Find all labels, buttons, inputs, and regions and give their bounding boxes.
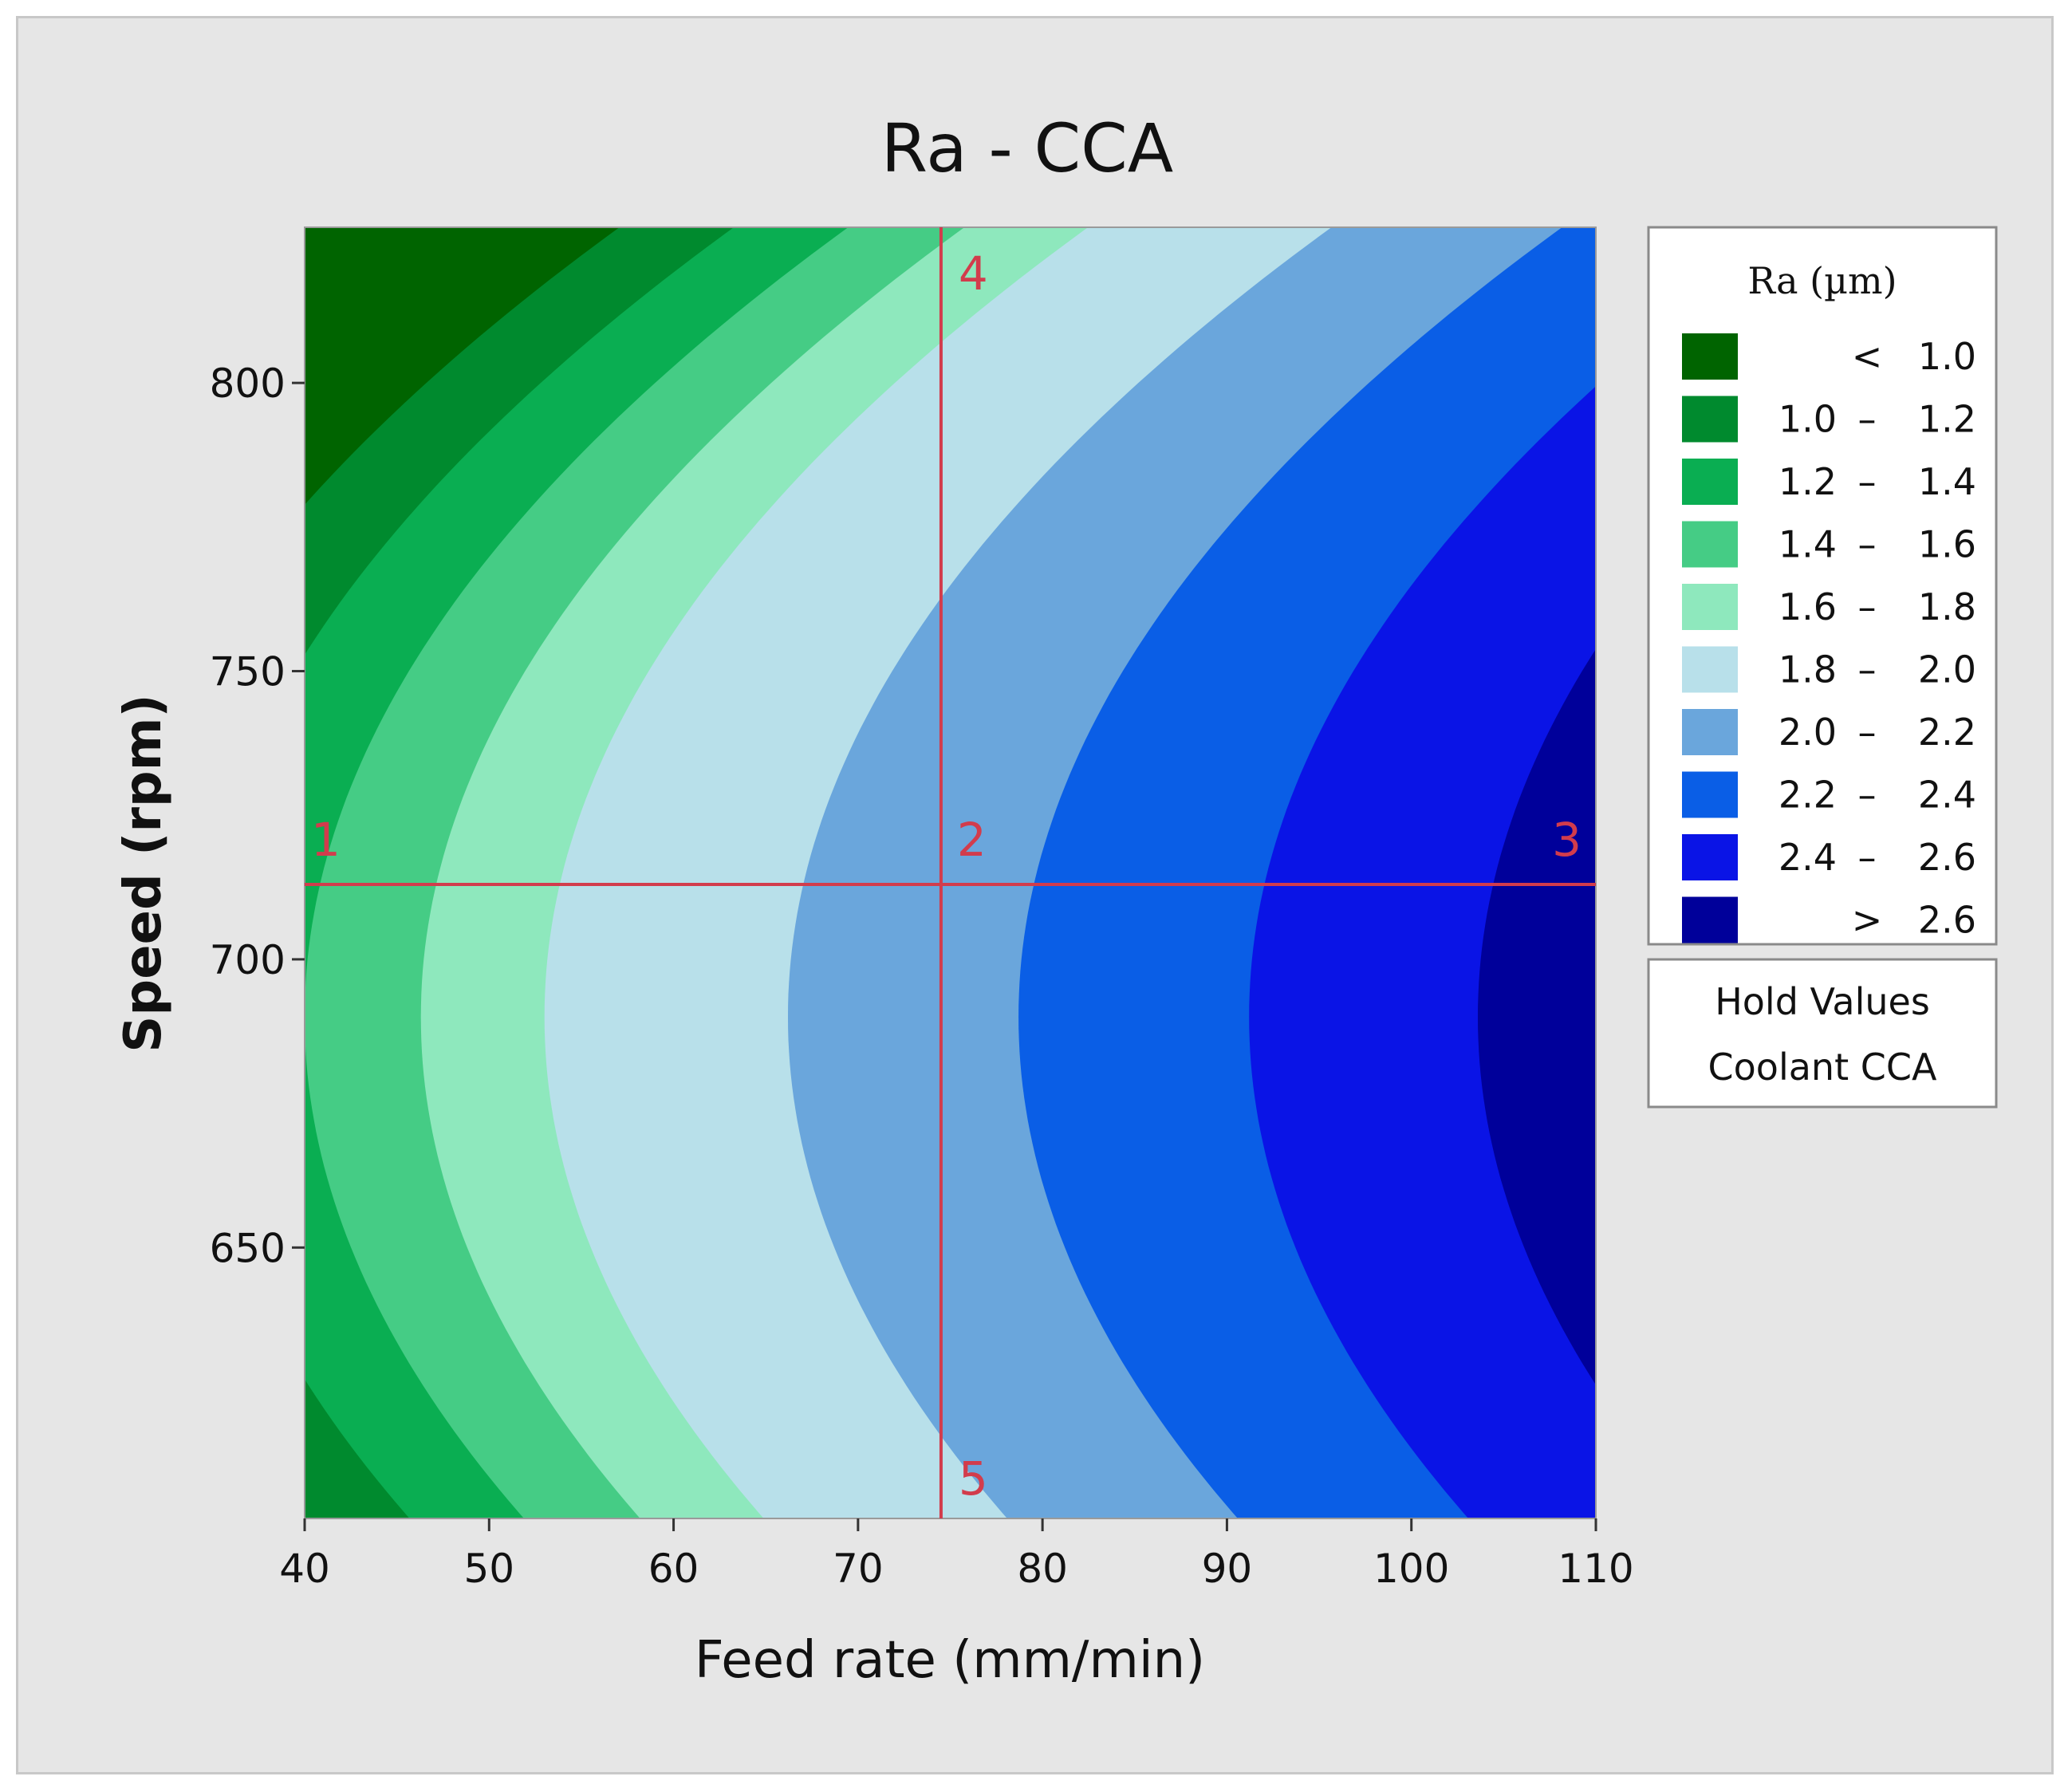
x-tick-label: 100 — [1373, 1546, 1449, 1592]
legend-title: Ra (µm) — [1747, 259, 1897, 302]
reference-point-label: 4 — [959, 246, 988, 301]
legend-operator: – — [1858, 523, 1877, 566]
legend-swatch — [1682, 896, 1738, 943]
legend-swatch — [1682, 709, 1738, 755]
legend-swatch — [1682, 396, 1738, 443]
legend-low: 1.0 — [1778, 398, 1837, 441]
x-tick-label: 60 — [648, 1546, 699, 1592]
legend-high: 2.4 — [1918, 774, 1976, 817]
y-tick-label: 800 — [210, 360, 286, 407]
legend-low: 1.8 — [1778, 648, 1837, 691]
x-tick-label: 80 — [1017, 1546, 1068, 1592]
legend-swatch — [1682, 834, 1738, 880]
contour-chart: Ra - CCA 1 2 3 4 5 40 50 60 70 80 90 100 110 650 700… — [114, 109, 1998, 1690]
legend-swatch — [1682, 584, 1738, 630]
contour-band — [1249, 386, 1596, 1518]
y-tick-label: 700 — [210, 937, 286, 983]
legend-high: 2.6 — [1918, 899, 1976, 942]
legend-high: 1.4 — [1918, 460, 1976, 503]
y-axis-label: Speed (rpm) — [114, 694, 173, 1052]
legend-operator: > — [1852, 899, 1883, 942]
chart-title: Ra - CCA — [881, 109, 1173, 187]
legend-swatch — [1682, 521, 1738, 568]
legend-low: 2.2 — [1778, 774, 1837, 817]
legend-operator: – — [1858, 836, 1877, 879]
legend-high: 1.0 — [1918, 335, 1976, 378]
legend-operator: – — [1858, 774, 1877, 817]
legend: Ra (µm) <1.01.0–1.21.2–1.41.4–1.61.6–1.8… — [1647, 226, 1998, 946]
reference-point-label: 3 — [1552, 813, 1582, 867]
legend-high: 1.2 — [1918, 398, 1976, 441]
x-tick-label: 90 — [1202, 1546, 1253, 1592]
legend-low: 2.0 — [1778, 711, 1837, 754]
chart-frame: Ra - CCA 1 2 3 4 5 40 50 60 70 80 90 100 110 650 700… — [16, 16, 2054, 1774]
legend-high: 2.2 — [1918, 711, 1976, 754]
contour-layer — [305, 227, 1596, 1518]
legend-swatch — [1682, 646, 1738, 693]
legend-entries: <1.01.0–1.21.2–1.41.4–1.61.6–1.81.8–2.02… — [1682, 333, 1976, 943]
reference-point-label: 2 — [957, 813, 987, 867]
legend-low: 1.6 — [1778, 585, 1837, 628]
legend-swatch — [1682, 333, 1738, 380]
legend-swatch — [1682, 771, 1738, 818]
legend-operator: – — [1858, 648, 1877, 691]
legend-operator: – — [1858, 460, 1877, 503]
x-tick-label: 70 — [833, 1546, 884, 1592]
hold-values-title: Hold Values — [1715, 980, 1930, 1023]
reference-point-label: 5 — [959, 1451, 988, 1506]
y-axis: 650 700 750 800 — [210, 360, 305, 1271]
legend-operator: < — [1852, 335, 1883, 378]
legend-low: 1.4 — [1778, 523, 1837, 566]
legend-high: 1.8 — [1918, 585, 1976, 628]
x-tick-label: 40 — [279, 1546, 330, 1592]
legend-low: 1.2 — [1778, 460, 1837, 503]
plot-area-border — [304, 226, 1597, 1519]
legend-operator: – — [1858, 711, 1877, 754]
contour-band — [1478, 648, 1596, 1385]
reference-point-label: 1 — [311, 813, 341, 867]
legend-swatch — [1682, 459, 1738, 505]
legend-low: 2.4 — [1778, 836, 1837, 879]
hold-values-frame — [1647, 958, 1998, 1109]
reference-lines: 1 2 3 4 5 — [305, 227, 1596, 1518]
legend-operator: – — [1858, 398, 1877, 441]
legend-high: 2.6 — [1918, 836, 1976, 879]
x-axis-label: Feed rate (mm/min) — [695, 1631, 1205, 1690]
x-axis: 40 50 60 70 80 90 100 110 — [279, 1518, 1634, 1592]
x-tick-label: 110 — [1558, 1546, 1633, 1592]
hold-values-box: Hold Values Coolant CCA — [1647, 958, 1998, 1109]
x-tick-label: 50 — [463, 1546, 514, 1592]
legend-operator: – — [1858, 585, 1877, 628]
legend-high: 2.0 — [1918, 648, 1976, 691]
y-tick-label: 750 — [210, 649, 286, 695]
y-tick-label: 650 — [210, 1225, 286, 1271]
legend-high: 1.6 — [1918, 523, 1976, 566]
hold-values-coolant: Coolant CCA — [1708, 1046, 1937, 1089]
